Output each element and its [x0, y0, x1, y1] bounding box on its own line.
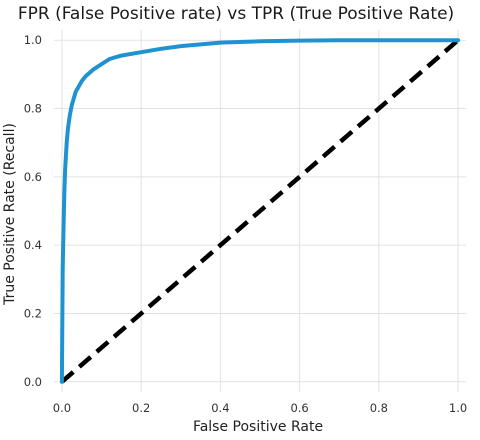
y-tick-label: 0.6 — [24, 170, 42, 184]
roc-curve-line — [59, 38, 461, 384]
grid — [54, 30, 466, 392]
x-tick-label: 0.2 — [132, 401, 150, 415]
y-tick-label: 1.0 — [24, 33, 42, 47]
chart-title: FPR (False Positive rate) vs TPR (True P… — [18, 4, 454, 24]
y-tick-label: 0.4 — [24, 238, 42, 252]
y-tick-label: 0.2 — [24, 306, 42, 320]
x-tick-label: 0.6 — [290, 401, 308, 415]
x-axis-ticks: 0.0 0.2 0.4 0.6 0.8 1.0 — [53, 401, 467, 415]
baseline-dashed-line — [60, 38, 460, 384]
x-tick-label: 0.0 — [53, 401, 71, 415]
y-axis-ticks: 0.0 0.2 0.4 0.6 0.8 1.0 — [24, 33, 42, 389]
x-tick-label: 0.4 — [211, 401, 229, 415]
x-axis-label: False Positive Rate — [193, 419, 323, 435]
x-tick-label: 1.0 — [449, 401, 467, 415]
y-axis-label: True Positive Rate (Recall) — [2, 123, 18, 306]
x-tick-label: 0.8 — [370, 401, 388, 415]
series-layer — [59, 38, 461, 384]
y-tick-label: 0.0 — [24, 375, 42, 389]
y-tick-label: 0.8 — [24, 102, 42, 116]
